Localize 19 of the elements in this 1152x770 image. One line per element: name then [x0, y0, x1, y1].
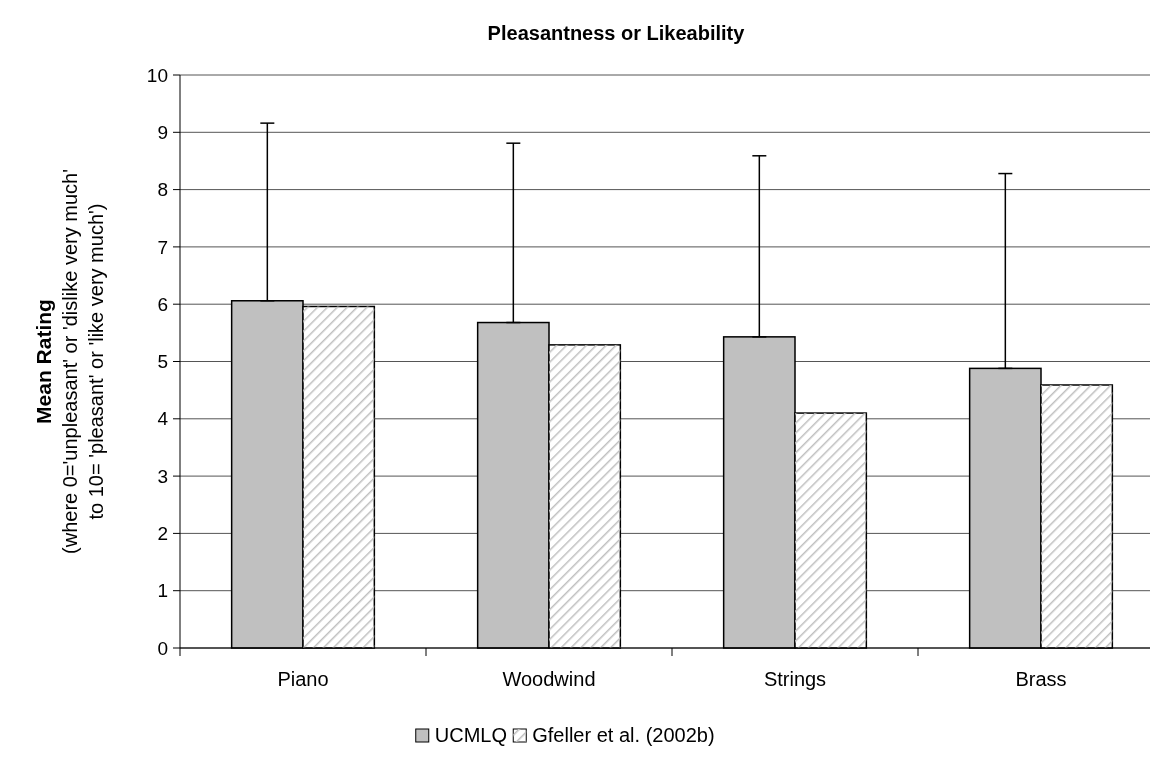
- y-tick-label: 6: [157, 293, 168, 315]
- legend-label: UCMLQ: [434, 724, 507, 746]
- y-tick-label: 10: [146, 64, 168, 86]
- y-tick-label: 7: [157, 236, 168, 258]
- y-tick-label: 8: [157, 179, 168, 201]
- y-axis-title: Mean Rating (where 0='unpleasant' or 'dislike very much' to 10= 'pleasant' or 'like very much'): [32, 169, 107, 554]
- y-tick-label: 0: [157, 637, 168, 659]
- y-tick-label: 3: [157, 465, 168, 487]
- x-tick-label: Woodwind: [502, 668, 596, 690]
- chart-title: Pleasantness or Likeability: [487, 22, 746, 44]
- y-tick-label: 2: [157, 523, 168, 545]
- y-tick-label: 5: [157, 351, 168, 373]
- legend-label: Gfeller et al. (2002b): [532, 724, 715, 746]
- x-tick-label: Brass: [1015, 668, 1067, 690]
- y-tick-label: 1: [157, 580, 168, 602]
- y-tick-label: 4: [157, 408, 169, 430]
- y-tick-label: 9: [157, 121, 168, 143]
- x-tick-label: Strings: [763, 668, 827, 690]
- x-tick-label: Piano: [277, 668, 329, 690]
